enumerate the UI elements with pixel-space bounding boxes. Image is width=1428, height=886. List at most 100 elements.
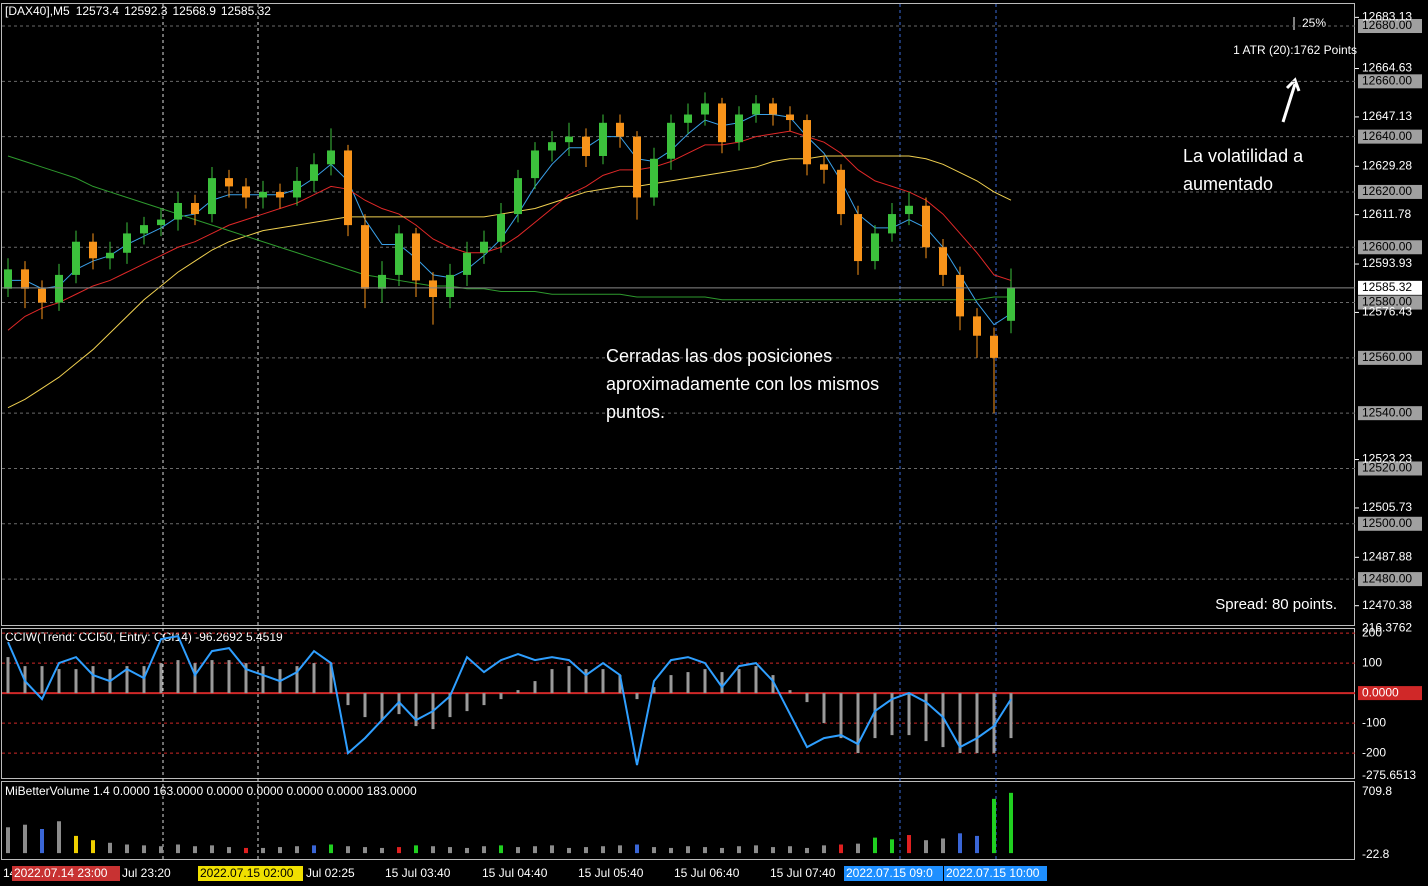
level-label: 12660.00 [1362,73,1412,87]
volume-bar [448,847,452,854]
candle-body [72,241,80,275]
candle-body [106,252,114,259]
candle-body [412,233,420,281]
x-label-highlight [198,866,303,881]
cci-trend-bar [329,663,333,694]
volume-bar [618,845,622,854]
volume-bar [329,844,333,854]
candle-body [735,114,743,143]
level-label-box [1358,240,1422,255]
candle-body [939,247,947,275]
candle-body [905,205,913,215]
zoom: 25% [1302,16,1326,30]
candle-body [633,136,641,198]
level-label-box [1358,572,1422,587]
annotation: aumentado [1183,174,1273,194]
volume-bar [771,847,775,854]
y-tick-label: 12629.28 [1362,158,1412,172]
cci-trend-bar [516,690,520,694]
cci-trend-bar [652,687,656,694]
cci-trend-bar [601,669,605,694]
cci-trend-bar [618,675,622,694]
y-tick-label: 0.0000 [1362,685,1399,699]
level-label: 12600.00 [1362,239,1412,253]
volume-bar [533,846,537,854]
volume-bar [6,827,10,854]
x-tick-label: 2022.07.15 10:00 [946,866,1040,880]
candle-body [225,178,233,187]
volume-bar [74,835,78,854]
volume-bar [941,838,945,854]
cci-trend-bar [1009,693,1013,739]
cci-trend-bar [40,666,44,694]
cci-trend-bar [924,693,928,742]
volume-bar [584,847,588,854]
cci-trend-bar [261,666,265,694]
candle-body [803,120,811,165]
candle-body [820,164,828,170]
y-tick-label: 12664.63 [1362,61,1412,75]
y-tick-label: 12683.13 [1362,10,1412,24]
x-tick-label: 15 Jul 04:40 [482,866,548,880]
header-high: 12592.3 [124,4,168,18]
last-price-label: 12585.32 [1362,280,1412,294]
volume-bar [193,846,197,854]
level-label: 12620.00 [1362,184,1412,198]
level-label-box [1358,516,1422,531]
cci-frame [1,628,1355,779]
candle-body [208,178,216,215]
cci-trend-bar [6,657,10,694]
cci-trend-bar [533,681,537,694]
level-label: 12480.00 [1362,571,1412,585]
y-tick-label: 216.3762 [1362,620,1412,634]
volume-bar [499,845,503,854]
volume-frame [1,781,1355,860]
annotation: aproximadamente con los mismos [606,374,879,394]
volume-bar [805,847,809,854]
candle-body [599,122,607,156]
volume-bar [550,845,554,854]
level-label-box [1358,406,1422,421]
moving-average [7,155,1012,409]
volume-bar [227,847,231,854]
header-close: 12585.32 [221,4,271,18]
x-label-highlight [944,866,1047,881]
volume-title: MiBetterVolume 1.4 0.0000 163.0000 0.000… [5,784,417,798]
cci-trend-bar [448,693,452,718]
volume-bar [261,847,265,854]
cci-trend-bar [363,693,367,718]
cci-trend-bar [720,672,724,694]
x-tick-label: Jul 23:20 [122,866,171,880]
volume-bar [839,844,843,854]
volume-bar [346,846,350,854]
cci-trend-bar [788,690,792,694]
level-label: 12560.00 [1362,350,1412,364]
cci-trend-bar [635,693,639,700]
volume-bar [244,847,248,854]
volume-bar [482,846,486,854]
cci-trend-bar [669,675,673,694]
level-label-box [1358,350,1422,365]
vertical-separators [162,4,997,860]
cci-trend-bar [159,663,163,694]
x-label-highlight [844,866,943,881]
cci-trend-bar [380,693,384,721]
level-label: 12640.00 [1362,129,1412,143]
volume-bar [873,837,877,854]
y-tick-label: -275.6513 [1362,768,1416,782]
candle-body [191,203,199,215]
level-label: 12580.00 [1362,295,1412,309]
volume-bar [278,847,282,854]
x-tick-label: Jul 02:25 [306,866,355,880]
candle-body [463,252,471,275]
x-tick-label: 15 Jul 03:40 [385,866,451,880]
cci-trend-bar [346,693,350,706]
cci-trend-bar [805,693,809,703]
y-tick-label: 12523.23 [1362,452,1412,466]
volume-bar [142,845,146,854]
candle-body [837,169,845,215]
annotation: La volatilidad a [1183,146,1304,166]
candle-body [378,274,386,289]
y-tick-label: 12487.88 [1362,549,1412,563]
panel-frames [1,3,1355,860]
